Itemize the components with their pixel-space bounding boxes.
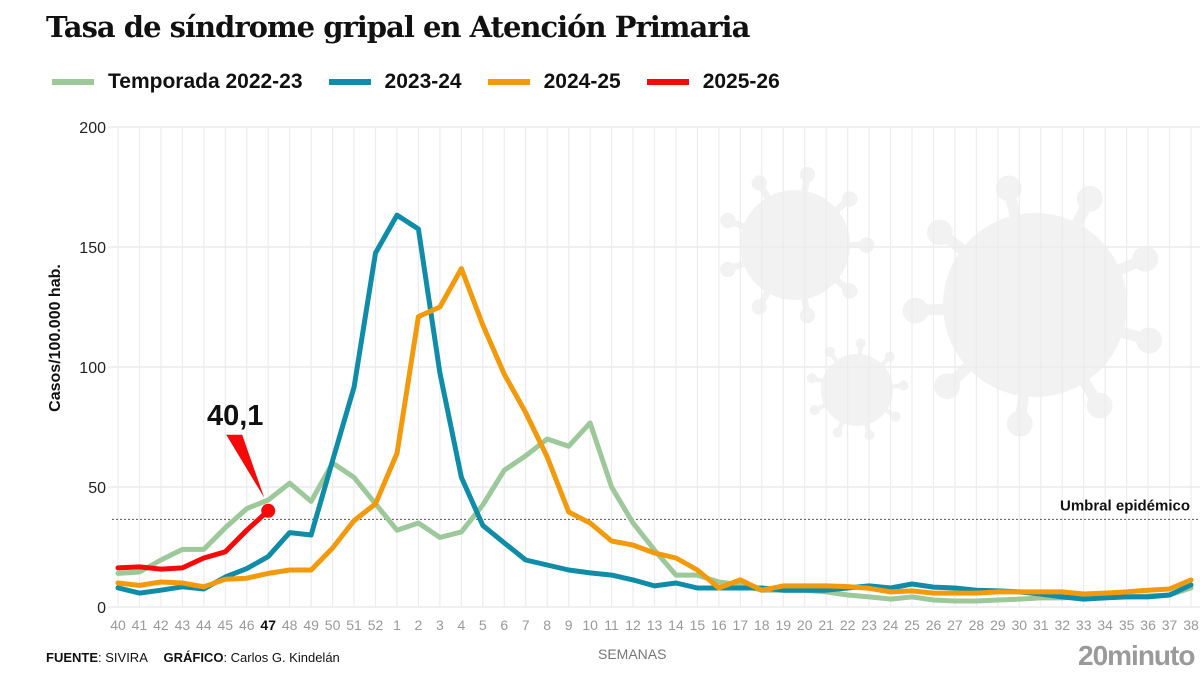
legend-label-2023-24: 2023-24 [384, 70, 462, 93]
x-tick-label: 44 [196, 617, 212, 633]
x-axis-ticks: 40 41 42 43 44 45 46 47 48 49 50 51 52 1 2 3 4 5 6 7 8 9 10 11 1… [110, 617, 1199, 633]
x-tick-label: 32 [1054, 617, 1070, 633]
y-axis-ticks: 0 50 100 150 200 [79, 120, 106, 617]
x-tick-label: 12 [625, 617, 641, 633]
x-tick-label: 49 [303, 617, 319, 633]
brand-logo: 20minuto [1078, 640, 1195, 671]
graphic-label: GRÁFICO [163, 650, 224, 665]
y-tick-label: 50 [88, 480, 106, 497]
x-tick-label: 8 [543, 617, 551, 633]
legend-swatch-2025-26 [646, 79, 689, 85]
x-tick-label: 5 [479, 617, 487, 633]
y-tick-label: 200 [79, 120, 106, 137]
x-tick-label: 2 [415, 617, 423, 633]
legend-swatch-2022-23 [52, 79, 94, 85]
x-tick-label: 16 [711, 617, 727, 633]
x-tick-label: 9 [565, 617, 573, 633]
current-value-annotation: 40,1 [207, 400, 276, 518]
x-tick-label: 26 [926, 617, 942, 633]
x-tick-label: 42 [153, 617, 169, 633]
x-tick-label: 47 [260, 617, 276, 633]
legend-item-2023-24: 2023-24 [328, 70, 462, 94]
x-tick-label: 7 [522, 617, 530, 633]
x-tick-label: 29 [990, 617, 1006, 633]
x-tick-label: 46 [239, 617, 255, 633]
x-tick-label: 45 [218, 617, 234, 633]
graphic-value: Carlos G. Kindelán [230, 650, 340, 665]
virus-icon [806, 338, 909, 441]
x-tick-label: 18 [754, 617, 770, 633]
x-tick-label: 33 [1076, 617, 1092, 633]
series-line-temporada-2022-23 [115, 420, 1194, 604]
x-tick-label: 14 [668, 617, 684, 633]
x-tick-label: 11 [604, 617, 619, 633]
x-tick-label: 31 [1033, 617, 1049, 633]
x-tick-label: 19 [775, 617, 791, 633]
x-tick-label: 51 [346, 617, 362, 633]
x-tick-label: 25 [904, 617, 920, 633]
x-tick-label: 30 [1012, 617, 1028, 633]
series-line-2024-25 [115, 266, 1194, 597]
x-tick-label: 3 [436, 617, 444, 633]
legend-swatch-2023-24 [328, 79, 371, 85]
x-tick-label: 21 [818, 617, 834, 633]
source-value: SIVIRA [105, 650, 148, 665]
x-tick-label: 50 [325, 617, 341, 633]
x-tick-label: 52 [368, 617, 384, 633]
y-axis-title: Casos/100.000 hab. [47, 264, 64, 412]
epidemic-threshold: Umbral epidémico [112, 497, 1200, 520]
x-tick-label: 20 [797, 617, 813, 633]
annotation-dot [261, 503, 276, 518]
annotation-pointer [226, 434, 265, 498]
x-tick-label: 15 [690, 617, 706, 633]
legend-item-2022-23: Temporada 2022-23 [52, 70, 303, 94]
x-tick-label: 41 [132, 617, 148, 633]
series-lines [115, 212, 1194, 604]
legend-item-2024-25: 2024-25 [487, 70, 621, 94]
y-tick-label: 150 [79, 240, 106, 257]
x-tick-label: 38 [1183, 617, 1199, 633]
x-tick-label: 1 [393, 617, 401, 633]
gridlines [108, 126, 1200, 608]
threshold-label: Umbral epidémico [1060, 497, 1190, 514]
y-tick-label: 100 [79, 360, 106, 377]
legend-swatch-2024-25 [487, 79, 530, 85]
y-tick-label: 0 [97, 600, 106, 617]
footer-credits: FUENTE: SIVIRA GRÁFICO: Carlos G. Kindel… [46, 650, 340, 665]
legend-label-2022-23: Temporada 2022-23 [108, 70, 303, 93]
x-tick-label: 10 [582, 617, 598, 633]
x-tick-label: 22 [840, 617, 856, 633]
x-tick-label: 4 [457, 617, 465, 633]
x-tick-label: 36 [1140, 617, 1156, 633]
x-tick-label: 43 [175, 617, 191, 633]
virus-icon [720, 166, 875, 324]
x-tick-label: 48 [282, 617, 298, 633]
series-line-2025-26 [115, 508, 271, 572]
x-tick-label: 13 [647, 617, 663, 633]
x-tick-label: 6 [500, 617, 508, 633]
x-tick-label: 23 [861, 617, 877, 633]
legend-label-2024-25: 2024-25 [543, 70, 621, 93]
x-tick-label: 24 [883, 617, 899, 633]
x-axis-title: SEMANAS [598, 646, 667, 662]
x-tick-label: 27 [947, 617, 963, 633]
x-tick-label: 40 [110, 617, 126, 633]
x-tick-label: 17 [733, 617, 749, 633]
x-tick-label: 35 [1119, 617, 1135, 633]
legend-item-2025-26: 2025-26 [646, 70, 780, 94]
virus-decoration-icons [720, 166, 1163, 441]
x-tick-label: 34 [1097, 617, 1113, 633]
legend: Temporada 2022-23 2023-24 2024-25 2025-2… [52, 70, 806, 94]
source-label: FUENTE [46, 650, 98, 665]
x-tick-label: 28 [969, 617, 985, 633]
legend-label-2025-26: 2025-26 [702, 70, 780, 93]
annotation-value: 40,1 [207, 400, 263, 432]
x-tick-label: 37 [1162, 617, 1178, 633]
virus-icon [902, 175, 1163, 437]
chart-title: Tasa de síndrome gripal en Atención Prim… [46, 10, 750, 44]
